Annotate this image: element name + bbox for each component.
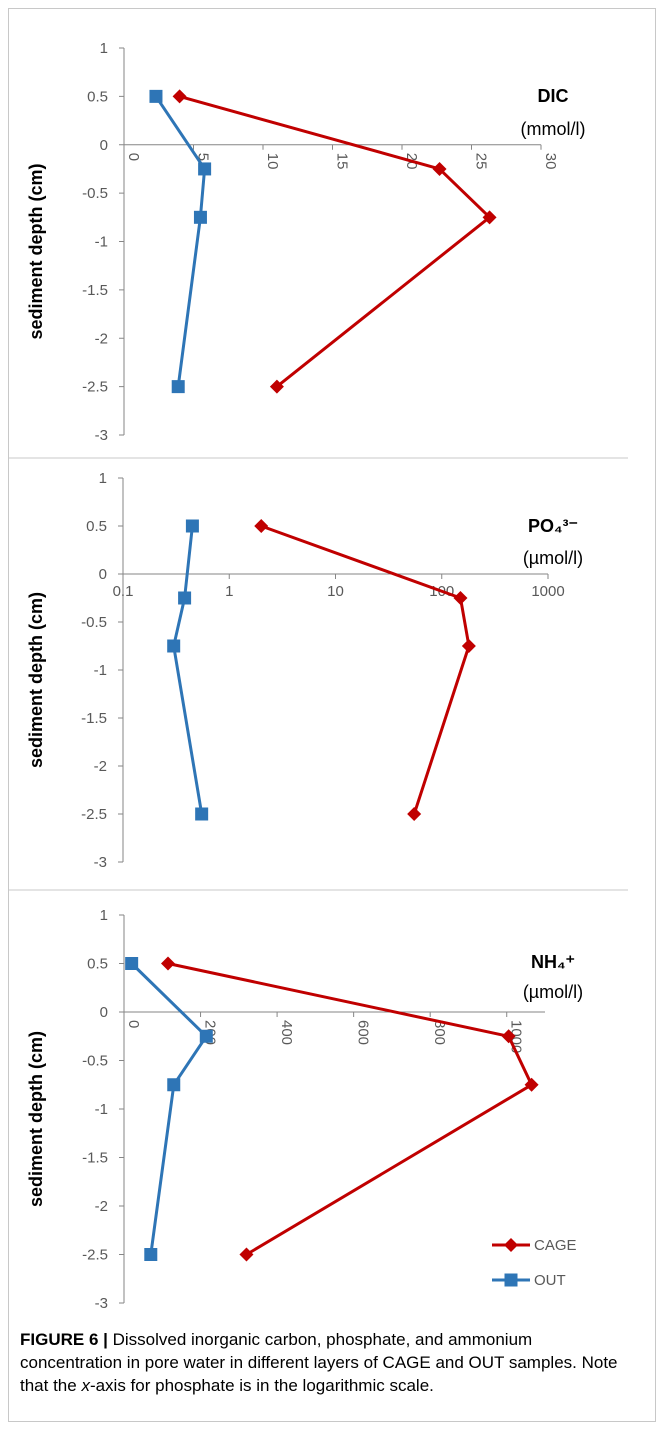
legend-label: OUT bbox=[534, 1272, 566, 1289]
figure-charts: 10.50-0.5-1-1.5-2-2.5-30 5 10 15 20 25 30sedim… bbox=[9, 40, 628, 1312]
panel-unit: (µmol/l) bbox=[523, 548, 583, 568]
y-tick-label: -2.5 bbox=[81, 806, 107, 823]
x-tick-label: 600 bbox=[355, 1020, 372, 1045]
figure-label: FIGURE 6 | bbox=[20, 1330, 108, 1349]
data-point-cage bbox=[524, 1077, 539, 1092]
y-tick-label: -0.5 bbox=[82, 185, 108, 202]
y-tick-label: -3 bbox=[95, 1295, 108, 1312]
x-tick-label: 25 bbox=[473, 153, 490, 170]
legend-marker bbox=[504, 1238, 518, 1252]
y-tick-label: -3 bbox=[95, 427, 108, 444]
data-point-cage bbox=[461, 639, 476, 653]
x-tick-label: 10 bbox=[327, 583, 344, 600]
chart-panel-3: 10.50-0.5-1-1.5-2-2.5-302004006008001000… bbox=[26, 907, 583, 1312]
data-point-out bbox=[178, 591, 192, 605]
y-tick-label: 1 bbox=[100, 907, 108, 924]
x-tick-label: 1000 bbox=[531, 583, 564, 600]
panel-title: NH₄⁺ bbox=[531, 952, 575, 972]
x-tick-label: 5 bbox=[195, 153, 212, 161]
y-tick-label: 1 bbox=[100, 40, 108, 57]
y-tick-label: 0.5 bbox=[87, 88, 108, 105]
x-tick-label: 400 bbox=[278, 1020, 295, 1045]
data-point-out bbox=[167, 1078, 181, 1092]
data-point-cage bbox=[161, 956, 176, 971]
panel-title: PO₄³⁻ bbox=[528, 516, 578, 536]
y-tick-label: 1 bbox=[99, 470, 107, 487]
data-point-out bbox=[125, 957, 139, 970]
chart-panel-2: 10.50-0.5-1-1.5-2-2.5-30.1 1 10 100 1000sedi… bbox=[9, 470, 628, 891]
y-tick-label: 0 bbox=[100, 1004, 108, 1021]
data-point-out bbox=[193, 210, 207, 224]
figure-caption: FIGURE 6 | Dissolved inorganic carbon, p… bbox=[20, 1328, 630, 1397]
panel-title: DIC bbox=[538, 86, 569, 106]
y-axis-title: sediment depth (cm) bbox=[26, 1031, 46, 1207]
y-tick-label: -0.5 bbox=[82, 1053, 108, 1070]
y-tick-label: -2.5 bbox=[82, 379, 108, 396]
series-line-cage bbox=[260, 524, 471, 815]
data-point-out bbox=[199, 1029, 213, 1043]
data-point-out bbox=[198, 162, 212, 176]
data-point-cage bbox=[239, 1247, 254, 1262]
y-axis-title: sediment depth (cm) bbox=[26, 592, 46, 768]
y-tick-label: -2 bbox=[95, 1198, 108, 1215]
data-point-cage bbox=[482, 210, 497, 225]
panel-unit: (mmol/l) bbox=[521, 119, 586, 139]
series-line-out bbox=[172, 525, 204, 815]
data-point-out bbox=[195, 807, 209, 821]
y-tick-label: -1 bbox=[94, 662, 107, 679]
y-tick-label: -1.5 bbox=[81, 710, 107, 727]
legend: CAGE OUT bbox=[492, 1237, 577, 1289]
x-tick-label: 30 bbox=[542, 153, 559, 170]
x-tick-label: 15 bbox=[334, 153, 351, 170]
data-point-cage bbox=[432, 161, 447, 176]
caption-text-2: -axis for phosphate is in the logarithmi… bbox=[89, 1376, 434, 1395]
y-tick-label: -0.5 bbox=[81, 614, 107, 631]
data-point-cage bbox=[501, 1029, 516, 1044]
x-tick-label: 800 bbox=[431, 1020, 448, 1045]
y-tick-label: -1.5 bbox=[82, 1150, 108, 1167]
y-tick-label: -2 bbox=[95, 330, 108, 347]
series-line-cage bbox=[167, 962, 534, 1256]
data-point-cage bbox=[407, 807, 422, 821]
series-line-cage bbox=[179, 94, 492, 388]
data-point-cage bbox=[453, 591, 468, 605]
figure-frame bbox=[8, 8, 656, 1422]
legend-marker bbox=[504, 1273, 518, 1287]
series-line-out bbox=[154, 95, 207, 387]
data-point-cage bbox=[254, 519, 269, 533]
y-tick-label: 0.5 bbox=[87, 956, 108, 973]
data-point-cage bbox=[269, 379, 284, 394]
caption-text-1: Dissolved inorganic carbon, phosphate, a… bbox=[20, 1330, 618, 1395]
caption-emphasis: x bbox=[81, 1376, 90, 1395]
x-tick-label: 0 bbox=[125, 153, 142, 161]
legend-label: CAGE bbox=[534, 1237, 577, 1254]
series-line-out bbox=[130, 962, 208, 1255]
y-tick-label: -1 bbox=[95, 1101, 108, 1118]
y-tick-label: -2.5 bbox=[82, 1247, 108, 1264]
y-tick-label: 0 bbox=[99, 566, 107, 583]
x-tick-label: 10 bbox=[264, 153, 281, 170]
data-point-out bbox=[171, 380, 185, 394]
data-point-out bbox=[167, 639, 181, 653]
x-tick-label: 0 bbox=[125, 1020, 142, 1028]
y-tick-label: 0 bbox=[100, 137, 108, 154]
y-tick-label: 0.5 bbox=[86, 518, 107, 535]
x-tick-label: 1 bbox=[225, 583, 233, 600]
data-point-out bbox=[149, 89, 163, 103]
data-point-out bbox=[185, 519, 199, 533]
x-tick-label: 0.1 bbox=[113, 583, 134, 600]
y-tick-label: -3 bbox=[94, 854, 107, 871]
y-tick-label: -1.5 bbox=[82, 282, 108, 299]
chart-panel-1: 10.50-0.5-1-1.5-2-2.5-30 5 10 15 20 25 30sedim… bbox=[9, 40, 628, 459]
y-tick-label: -2 bbox=[94, 758, 107, 775]
panel-unit: (µmol/l) bbox=[523, 982, 583, 1002]
data-point-cage bbox=[172, 89, 187, 104]
data-point-out bbox=[144, 1248, 158, 1261]
y-axis-title: sediment depth (cm) bbox=[26, 163, 46, 339]
y-tick-label: -1 bbox=[95, 234, 108, 251]
